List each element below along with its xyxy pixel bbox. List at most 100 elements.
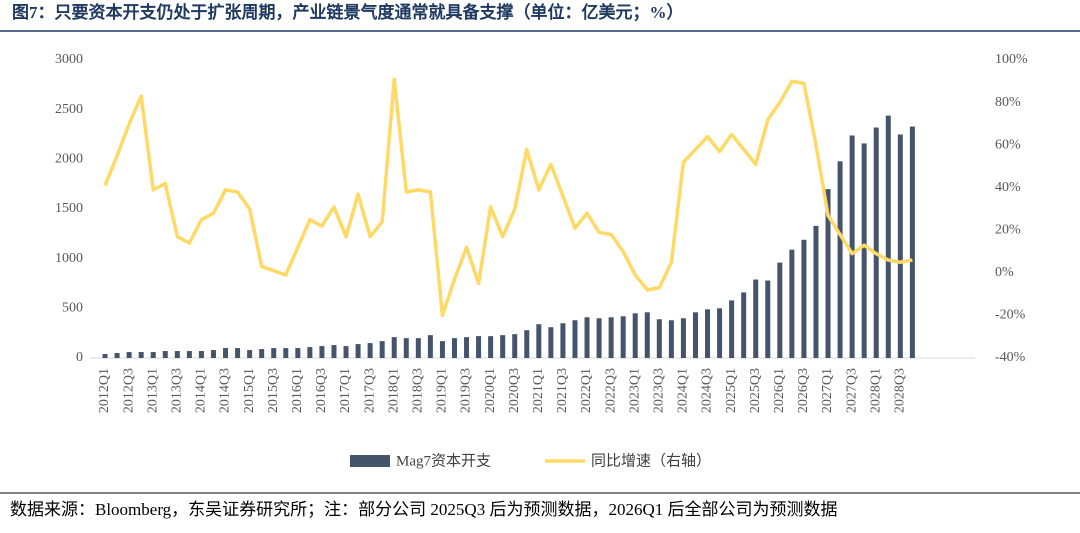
x-tick-label: 2017Q1 [338, 368, 353, 413]
y2-tick-label: 80% [995, 95, 1021, 110]
x-tick-label: 2022Q1 [579, 368, 594, 413]
x-tick-label: 2024Q3 [700, 368, 715, 413]
x-tick-label: 2025Q3 [748, 368, 763, 413]
bar [114, 353, 120, 358]
x-tick-label: 2012Q3 [121, 368, 136, 413]
x-tick-label: 2020Q1 [483, 368, 498, 413]
bar [632, 313, 638, 358]
bar [909, 126, 915, 358]
x-tick-label: 2013Q3 [170, 368, 185, 413]
x-tick-label: 2017Q3 [362, 368, 377, 413]
bar [391, 337, 397, 358]
bar [464, 337, 470, 358]
source-note: 数据来源：Bloomberg，东吴证券研究所；注：部分公司 2025Q3 后为预… [10, 500, 838, 519]
y-tick-label: 2500 [55, 102, 83, 117]
x-tick-label: 2016Q3 [314, 368, 329, 413]
x-tick-label: 2018Q3 [411, 368, 426, 413]
y2-tick-label: -40% [995, 350, 1026, 365]
x-tick-label: 2015Q3 [266, 368, 281, 413]
x-tick-label: 2021Q1 [531, 368, 546, 413]
bar [548, 327, 554, 358]
x-tick-label: 2021Q3 [555, 368, 570, 413]
bar [692, 312, 698, 358]
bar [415, 338, 421, 358]
bar [765, 280, 771, 358]
legend-label: Mag7资本开支 [396, 452, 491, 469]
bar [596, 318, 602, 358]
bar [283, 348, 289, 358]
x-tick-label: 2028Q1 [868, 368, 883, 413]
bar [608, 317, 614, 358]
bar [813, 225, 819, 358]
x-tick-label: 2012Q1 [97, 368, 112, 413]
bar [295, 348, 301, 358]
legend-label: 同比增速（右轴） [591, 452, 711, 469]
x-tick-label: 2023Q1 [627, 368, 642, 413]
x-tick-label: 2020Q3 [507, 368, 522, 413]
y-tick-label: 500 [62, 301, 83, 316]
y-tick-label: 0 [76, 350, 83, 365]
x-tick-label: 2013Q1 [145, 368, 160, 413]
x-tick-label: 2014Q1 [194, 368, 209, 413]
bar [524, 330, 530, 358]
bar [102, 354, 108, 358]
legend-swatch [350, 455, 390, 467]
y2-tick-label: 60% [995, 137, 1021, 152]
bar [379, 341, 385, 358]
bar [355, 344, 361, 358]
x-tick-label: 2025Q1 [724, 368, 739, 413]
bar [837, 161, 843, 358]
bar [789, 249, 795, 358]
bar [476, 336, 482, 358]
x-tick-label: 2014Q3 [218, 368, 233, 413]
bar [259, 349, 265, 358]
bar [825, 189, 831, 358]
chart-title: 图7：只要资本开支仍处于扩张周期，产业链景气度通常就具备支撑（单位：亿美元；%） [12, 2, 684, 22]
bar [705, 309, 711, 358]
bar [331, 345, 337, 358]
x-tick-label: 2027Q1 [820, 368, 835, 413]
bar [162, 351, 168, 358]
bar [235, 348, 241, 358]
x-tick-label: 2027Q3 [844, 368, 859, 413]
x-tick-label: 2018Q1 [386, 368, 401, 413]
bar [427, 335, 433, 358]
bar [488, 336, 494, 358]
x-tick-label: 2028Q3 [893, 368, 908, 413]
x-tick-label: 2019Q3 [459, 368, 474, 413]
bar [729, 300, 735, 358]
y-tick-label: 2000 [55, 152, 83, 167]
x-tick-label: 2026Q1 [772, 368, 787, 413]
x-tick-label: 2023Q3 [652, 368, 667, 413]
bar [753, 279, 759, 358]
bar [741, 292, 747, 358]
x-tick-label: 2024Q1 [676, 368, 691, 413]
x-tick-label: 2019Q1 [435, 368, 450, 413]
bar [849, 135, 855, 358]
x-tick-label: 2026Q3 [796, 368, 811, 413]
bar [451, 338, 457, 358]
y2-tick-label: 40% [995, 180, 1021, 195]
bar [343, 346, 349, 358]
x-tick-label: 2015Q1 [242, 368, 257, 413]
y-tick-label: 1500 [55, 201, 83, 216]
bar [536, 324, 542, 358]
bar [668, 320, 674, 358]
bar [319, 346, 325, 358]
bar [247, 350, 253, 358]
bar [307, 347, 313, 358]
bar [644, 312, 650, 358]
bar [271, 348, 277, 358]
line [103, 77, 913, 318]
bar [680, 318, 686, 358]
y2-tick-label: 20% [995, 223, 1021, 238]
bar [572, 320, 578, 358]
bar [885, 115, 891, 358]
bar [198, 351, 204, 358]
bar [801, 239, 807, 358]
bar [500, 335, 506, 358]
bar [873, 127, 879, 359]
bar [512, 334, 518, 358]
bar [174, 351, 180, 358]
